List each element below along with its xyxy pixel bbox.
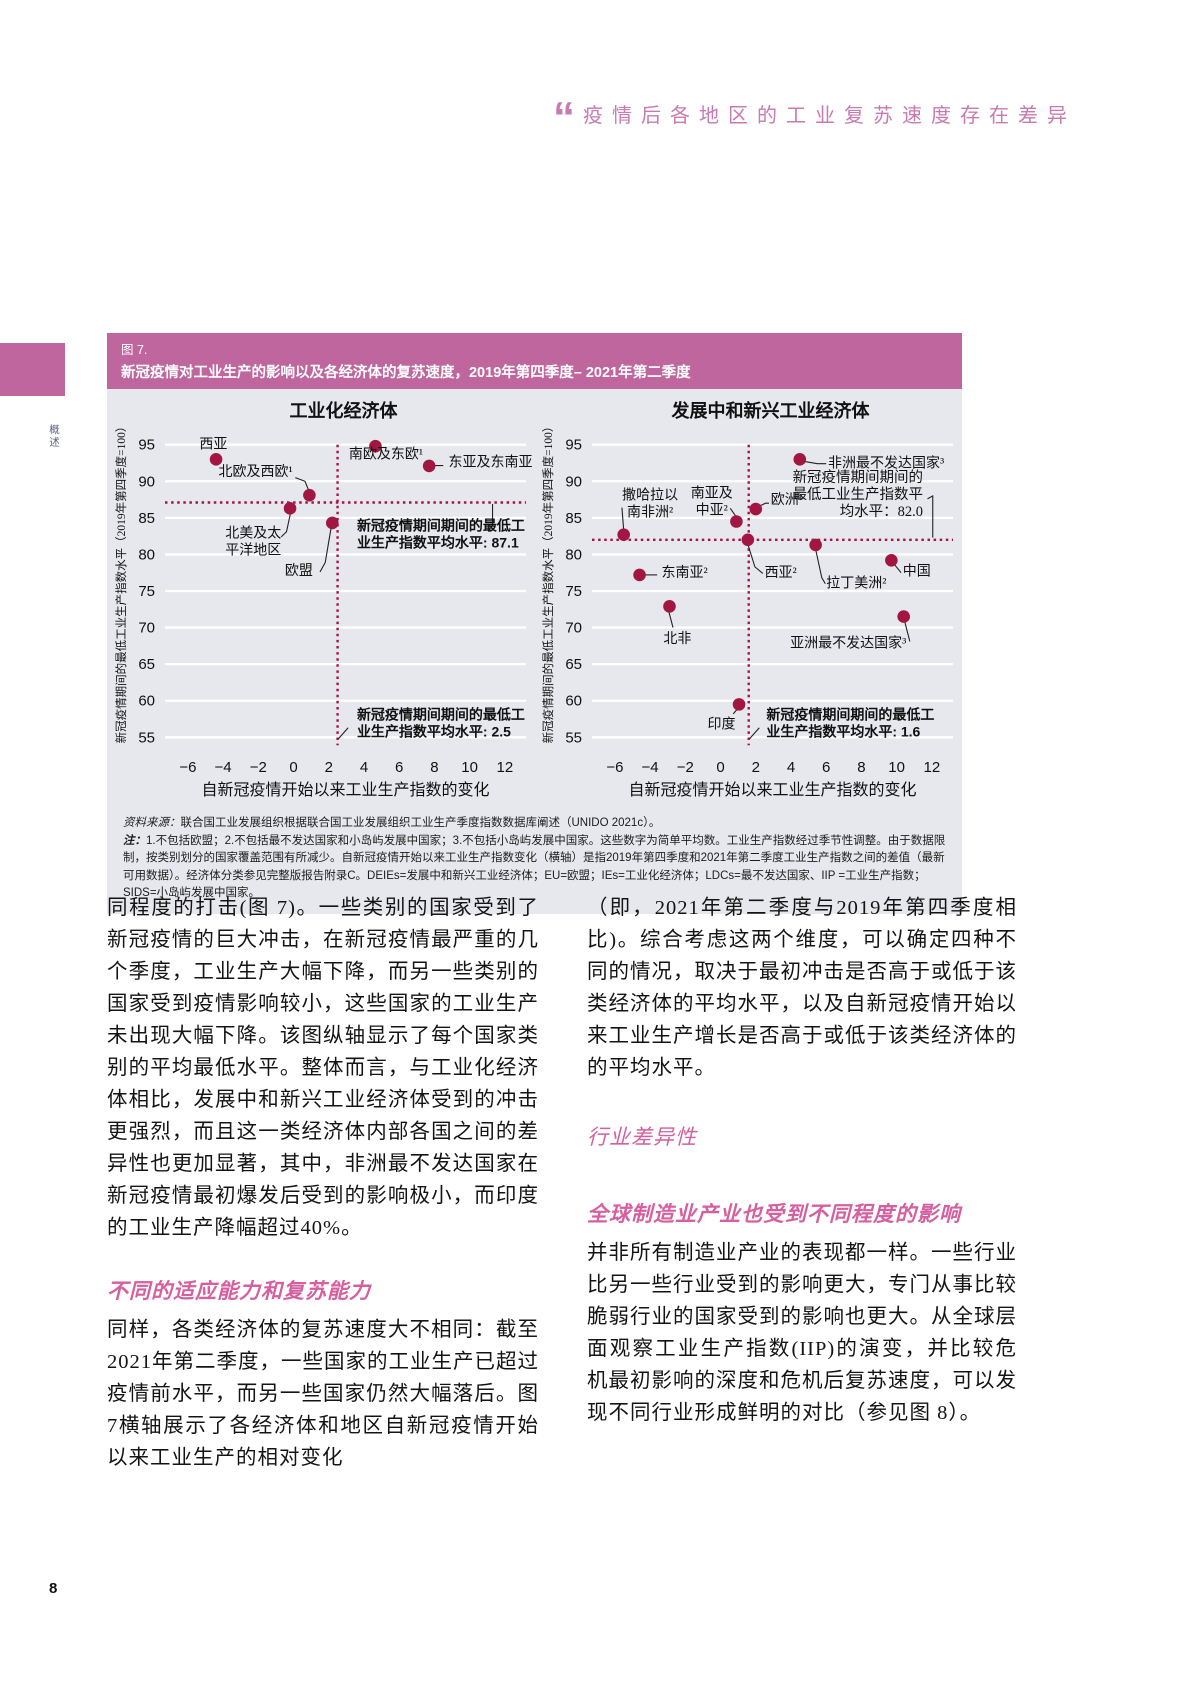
paragraph-recovery: 同样，各类经济体的复苏速度大不相同：截至2021年第二季度，一些国家的工业生产已… xyxy=(107,1319,539,1470)
svg-text:−2: −2 xyxy=(677,759,694,776)
x-axis-label-right: 自新冠疫情开始以来工业生产指数的变化 xyxy=(628,782,917,799)
svg-text:55: 55 xyxy=(138,729,155,746)
svg-text:6: 6 xyxy=(395,759,403,776)
svg-text:亚洲最不发达国家³: 亚洲最不发达国家³ xyxy=(790,634,906,651)
svg-text:新冠疫情期间期间的最低工业生产指数平均水平: 2.5: 新冠疫情期间期间的最低工业生产指数平均水平: 2.5 xyxy=(357,707,525,740)
svg-text:2: 2 xyxy=(325,759,333,776)
svg-text:南亚及中亚²: 南亚及中亚² xyxy=(691,485,733,518)
paragraph-impact: 同程度的打击(图 7)。一些类别的国家受到了新冠疫情的巨大冲击，在新冠疫情最严重… xyxy=(107,897,539,1239)
figure-title: 新冠疫情对工业生产的影响以及各经济体的复苏速度，2019年第四季度– 2021年… xyxy=(121,365,691,381)
svg-text:90: 90 xyxy=(565,473,582,490)
svg-text:10: 10 xyxy=(461,759,478,776)
svg-text:−6: −6 xyxy=(606,759,623,776)
svg-text:60: 60 xyxy=(138,693,155,710)
svg-text:12: 12 xyxy=(924,759,941,776)
quote-icon: “ xyxy=(553,93,575,142)
chart-industrialized-economies: 工业化经济体 新冠疫情期间的最低工业生产指数水平（2019年第四季度=100） … xyxy=(107,389,534,804)
svg-text:70: 70 xyxy=(138,620,155,637)
paragraph-manufacturing: 并非所有制造业产业的表现都一样。一些行业比另一些行业受到的影响更大，专门从事比较… xyxy=(587,1242,1017,1425)
svg-text:南欧及东欧¹: 南欧及东欧¹ xyxy=(349,447,423,463)
subheading-adaptability: 不同的适应能力和复苏能力 xyxy=(107,1278,371,1303)
svg-text:75: 75 xyxy=(138,583,155,600)
source-label: 资料来源： xyxy=(123,817,181,829)
svg-text:80: 80 xyxy=(565,546,582,563)
svg-text:8: 8 xyxy=(857,759,865,776)
svg-text:65: 65 xyxy=(565,656,582,673)
svg-text:70: 70 xyxy=(565,620,582,637)
svg-text:印度: 印度 xyxy=(708,717,736,733)
chart-title-left: 工业化经济体 xyxy=(289,401,398,421)
charts-row: 工业化经济体 新冠疫情期间的最低工业生产指数水平（2019年第四季度=100） … xyxy=(107,389,962,804)
svg-text:西亚²: 西亚² xyxy=(765,566,797,581)
chart-developing-economies: 发展中和新兴工业经济体 新冠疫情期间的最低工业生产指数水平（2019年第四季度=… xyxy=(534,389,961,804)
svg-text:4: 4 xyxy=(360,759,368,776)
note-text: 1.不包括欧盟；2.不包括最不发达国家和小岛屿发展中国家；3.不包括小岛屿发展中… xyxy=(123,835,946,899)
svg-text:−6: −6 xyxy=(179,759,196,776)
svg-text:北欧及西欧¹: 北欧及西欧¹ xyxy=(218,464,292,480)
svg-text:85: 85 xyxy=(138,510,155,527)
svg-text:8: 8 xyxy=(430,759,438,776)
svg-text:东亚及东南亚: 东亚及东南亚 xyxy=(449,455,533,471)
svg-text:北非: 北非 xyxy=(663,631,691,647)
scatter-plot-developing: 55 60 65 70 75 80 85 90 95 −6 −4 −2 0 2 4 6 8 10 12 新冠疫情期间期… xyxy=(565,437,953,776)
svg-text:0: 0 xyxy=(716,759,724,776)
svg-text:欧洲¹: 欧洲¹ xyxy=(771,492,803,508)
scatter-plot-industrialized: 55 60 65 70 75 80 85 90 95 −6 −4 −2 0 2 4 6 8 10 12 新冠疫情期间期… xyxy=(138,437,533,776)
svg-text:95: 95 xyxy=(138,437,155,454)
chart-title-right: 发展中和新兴工业经济体 xyxy=(671,401,870,421)
svg-text:10: 10 xyxy=(888,759,905,776)
y-axis-label-left: 新冠疫情期间的最低工业生产指数水平（2019年第四季度=100） xyxy=(116,420,128,744)
svg-text:60: 60 xyxy=(565,693,582,710)
side-vertical-label: 概述 xyxy=(48,424,59,449)
svg-text:0: 0 xyxy=(289,759,297,776)
svg-text:新冠疫情期间期间的最低工业生产指数平均水平：82.0: 新冠疫情期间期间的最低工业生产指数平均水平：82.0 xyxy=(793,469,924,520)
svg-text:55: 55 xyxy=(565,729,582,746)
svg-text:非洲最不发达国家³: 非洲最不发达国家³ xyxy=(828,454,944,471)
svg-text:北美及太平洋地区: 北美及太平洋地区 xyxy=(225,526,281,559)
source-text: 联合国工业发展组织根据联合国工业发展组织工业生产季度指数数据库阐述（UNIDO … xyxy=(180,817,661,829)
section-tab xyxy=(0,343,65,396)
body-column-right: （即，2021年第二季度与2019年第四季度相比)。综合考虑这两个维度，可以确定… xyxy=(587,893,1017,1430)
svg-text:欧盟: 欧盟 xyxy=(285,563,313,579)
svg-text:90: 90 xyxy=(138,473,155,490)
figure-body: 工业化经济体 新冠疫情期间的最低工业生产指数水平（2019年第四季度=100） … xyxy=(107,389,962,914)
subheading-manufacturing: 全球制造业产业也受到不同程度的影响 xyxy=(587,1201,961,1226)
svg-text:65: 65 xyxy=(138,656,155,673)
note-label: 注： xyxy=(123,835,146,847)
pull-quote: “ 疫情后各地区的工业复苏速度存在差异 xyxy=(553,96,1093,140)
svg-text:−2: −2 xyxy=(250,759,267,776)
svg-text:拉丁美洲²: 拉丁美洲² xyxy=(826,575,886,591)
page-number: 8 xyxy=(49,1580,58,1597)
svg-text:撒哈拉以南非洲²: 撒哈拉以南非洲² xyxy=(622,488,678,521)
figure-source: 资料来源：联合国工业发展组织根据联合国工业发展组织工业生产季度指数数据库阐述（U… xyxy=(123,814,946,830)
svg-text:95: 95 xyxy=(565,437,582,454)
svg-text:80: 80 xyxy=(138,546,155,563)
svg-text:中国: 中国 xyxy=(903,564,931,580)
paragraph-dimensions: （即，2021年第二季度与2019年第四季度相比)。综合考虑这两个维度，可以确定… xyxy=(587,897,1017,1079)
svg-text:新冠疫情期间期间的最低工业生产指数平均水平: 87.1: 新冠疫情期间期间的最低工业生产指数平均水平: 87.1 xyxy=(357,517,525,550)
section-heading-sector-differences: 行业差异性 xyxy=(587,1124,697,1149)
svg-text:6: 6 xyxy=(822,759,830,776)
svg-text:东南亚²: 东南亚² xyxy=(662,565,708,581)
svg-text:85: 85 xyxy=(565,510,582,527)
figure-notes: 资料来源：联合国工业发展组织根据联合国工业发展组织工业生产季度指数数据库阐述（U… xyxy=(107,804,962,902)
svg-text:12: 12 xyxy=(497,759,514,776)
figure-label: 图 7. xyxy=(121,343,148,357)
y-axis-label-right: 新冠疫情期间的最低工业生产指数水平（2019年第四季度=100） xyxy=(543,420,555,744)
pull-quote-text: 疫情后各地区的工业复苏速度存在差异 xyxy=(583,105,1076,127)
svg-text:西亚: 西亚 xyxy=(199,437,227,452)
svg-text:新冠疫情期间期间的最低工业生产指数平均水平: 1.6: 新冠疫情期间期间的最低工业生产指数平均水平: 1.6 xyxy=(766,707,934,740)
svg-text:−4: −4 xyxy=(642,759,659,776)
body-column-left: 同程度的打击(图 7)。一些类别的国家受到了新冠疫情的巨大冲击，在新冠疫情最严重… xyxy=(107,893,539,1475)
x-axis-label-left: 自新冠疫情开始以来工业生产指数的变化 xyxy=(201,782,490,799)
figure-7: 图 7. 新冠疫情对工业生产的影响以及各经济体的复苏速度，2019年第四季度– … xyxy=(107,333,962,914)
svg-text:−4: −4 xyxy=(215,759,232,776)
figure-note: 注：1.不包括欧盟；2.不包括最不发达国家和小岛屿发展中国家；3.不包括小岛屿发… xyxy=(123,833,946,902)
svg-text:75: 75 xyxy=(565,583,582,600)
figure-header: 图 7. 新冠疫情对工业生产的影响以及各经济体的复苏速度，2019年第四季度– … xyxy=(107,333,962,389)
svg-text:4: 4 xyxy=(787,759,795,776)
svg-text:2: 2 xyxy=(752,759,760,776)
